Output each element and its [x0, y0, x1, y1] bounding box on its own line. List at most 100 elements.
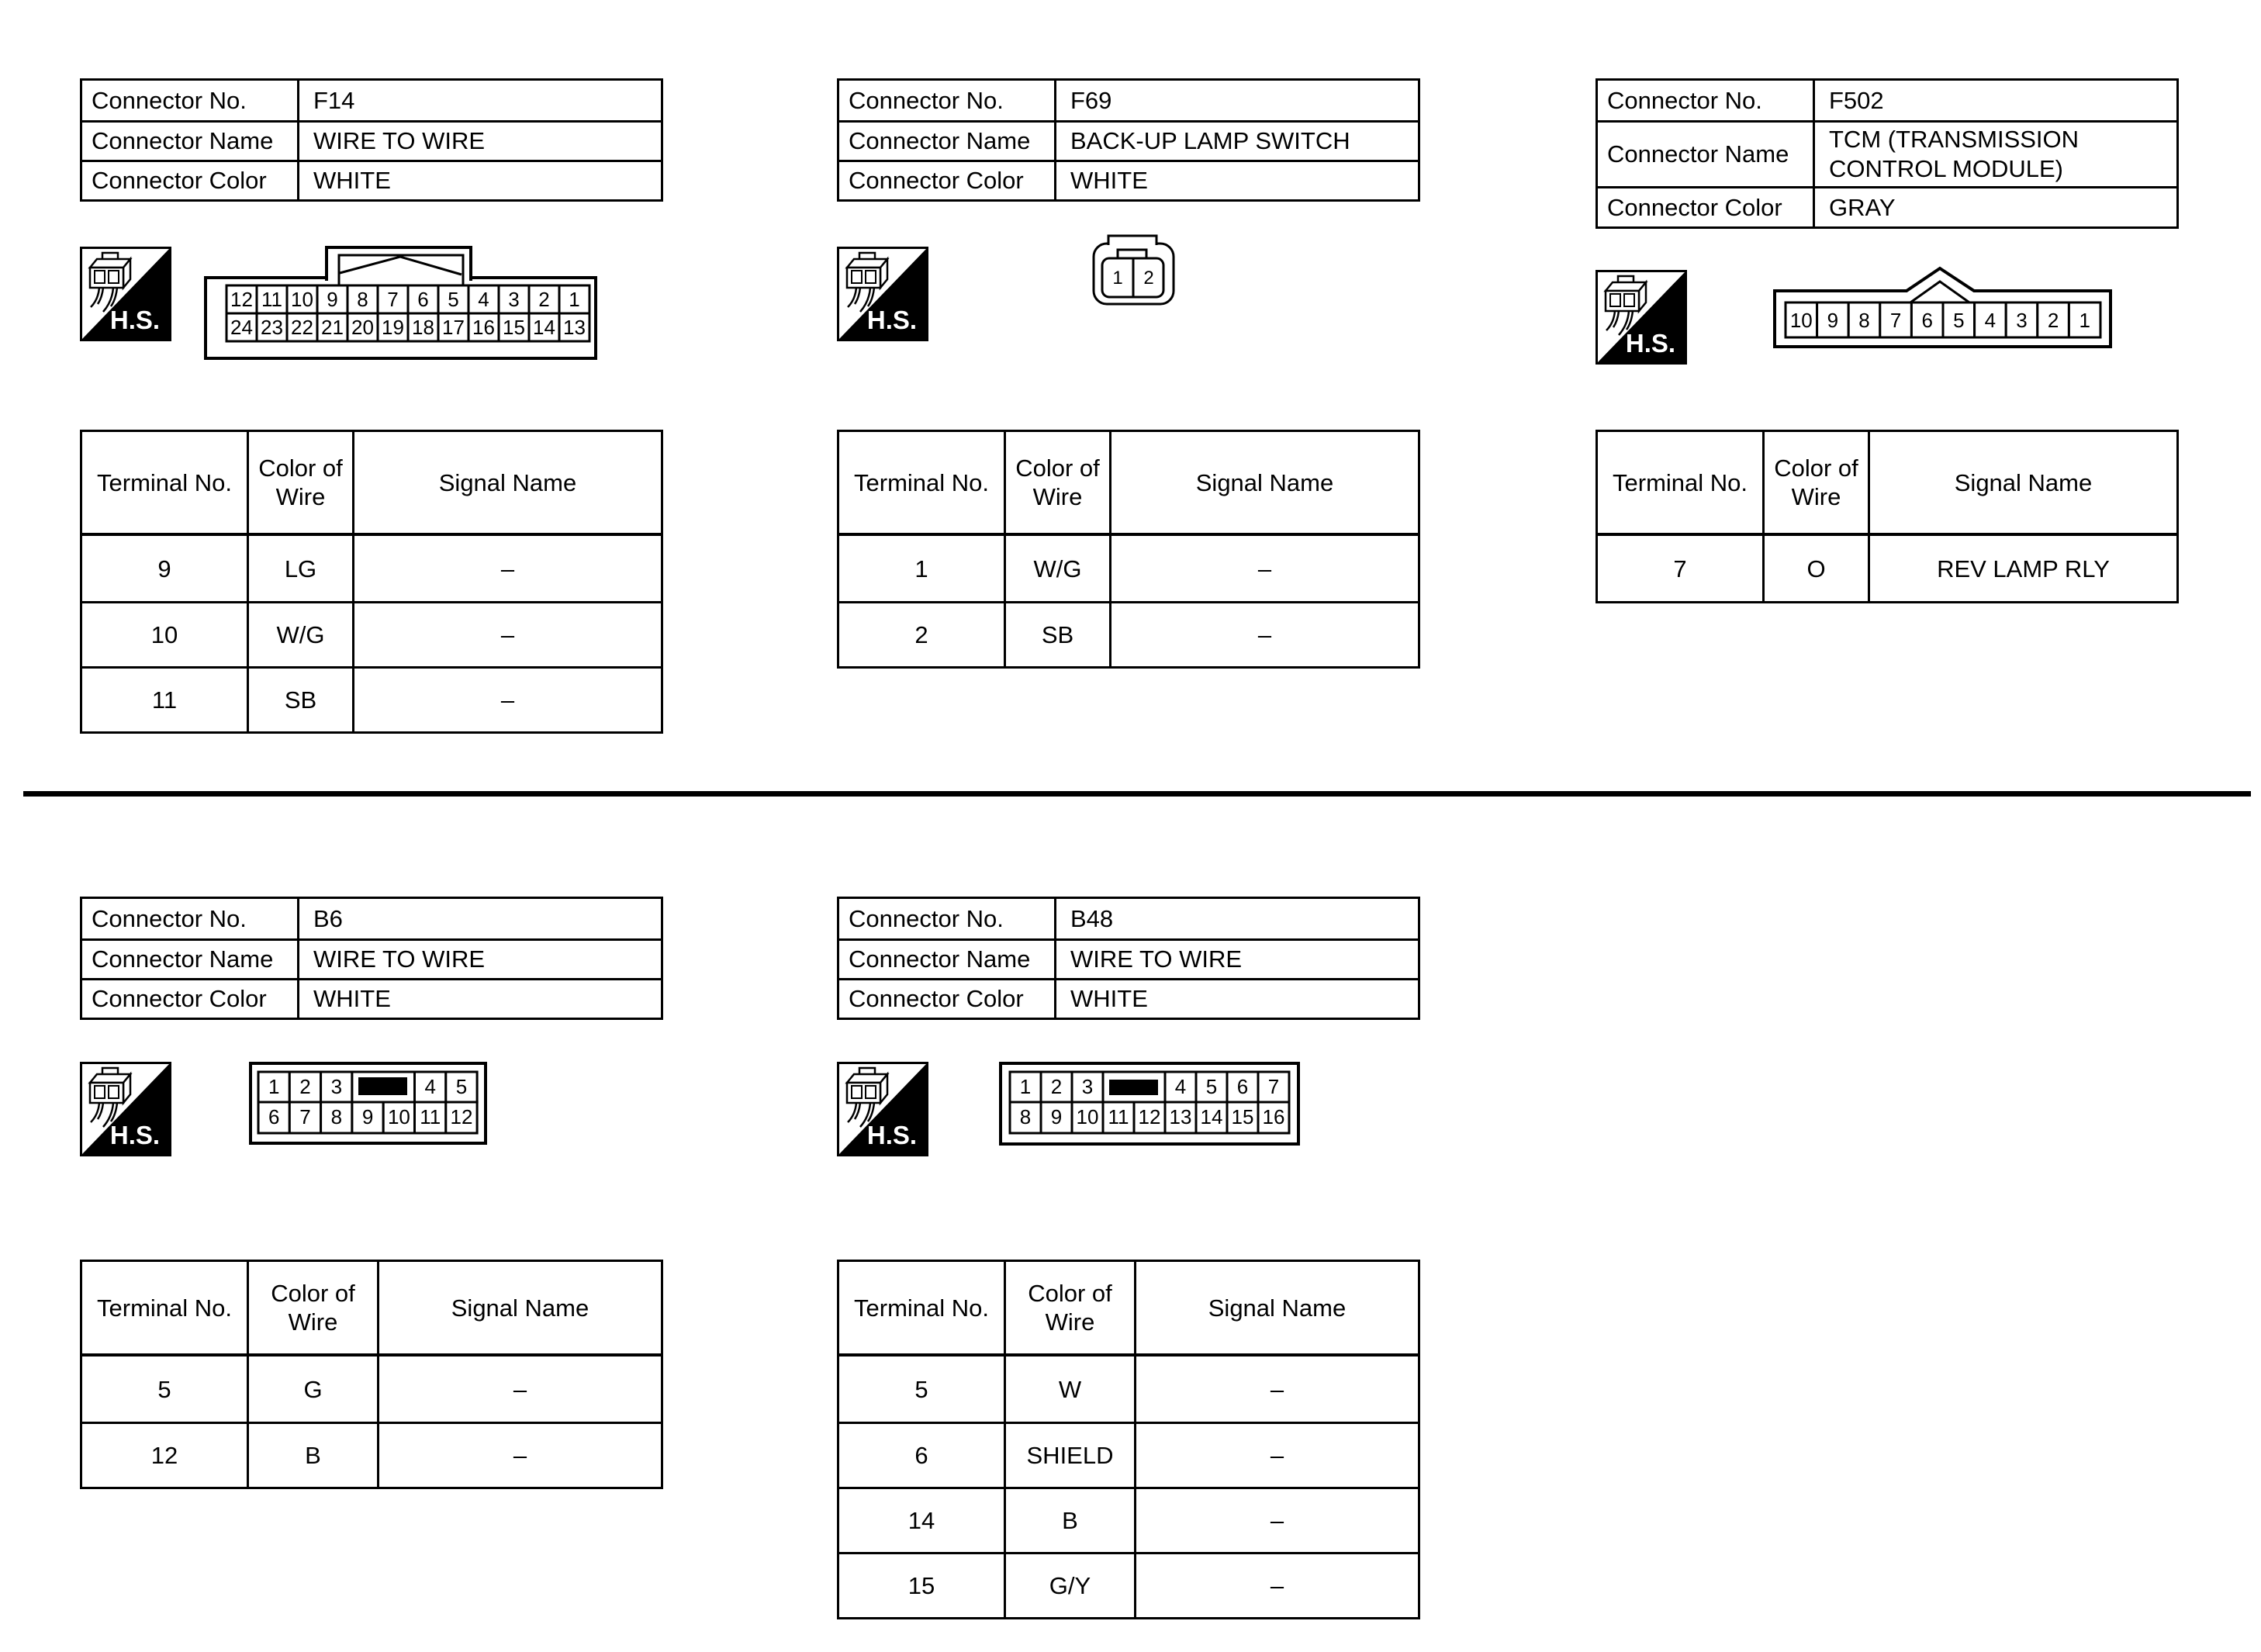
- pin-number: 2: [1143, 268, 1153, 289]
- connector-tab-inner: [337, 254, 465, 287]
- pin-number: 6: [417, 288, 428, 311]
- wire-color: SHIELD: [1006, 1424, 1136, 1487]
- keyway-block: [358, 1077, 407, 1095]
- connector-name-label: Connector Name: [839, 123, 1056, 160]
- signal-name-header: Signal Name: [1208, 1294, 1347, 1322]
- pin-number: 8: [331, 1105, 342, 1128]
- pin-number: 11: [1108, 1105, 1129, 1128]
- connector-color-value: WHITE: [313, 985, 391, 1012]
- hs-label: H.S.: [867, 1121, 917, 1149]
- wire-color: SB: [1006, 603, 1111, 666]
- pin-number: 6: [1237, 1075, 1248, 1098]
- signal-name: –: [1257, 621, 1272, 648]
- f69-connector-diagram: 1 2: [1092, 234, 1175, 306]
- f502-info-table: Connector No. F502 Connector Name TCM (T…: [1595, 78, 2179, 229]
- connector-name-label: Connector Name: [839, 941, 1056, 978]
- f14-info-table: Connector No. F14 Connector Name WIRE TO…: [80, 78, 663, 202]
- b48-info-table: Connector No. B48 Connector Name WIRE TO…: [837, 897, 1420, 1020]
- connector-name-value: WIRE TO WIRE: [313, 127, 486, 154]
- pin-number: 13: [1170, 1105, 1192, 1128]
- signal-name: –: [500, 686, 515, 714]
- terminal-no-header: Terminal No.: [839, 432, 1006, 533]
- terminal-row: 12 B –: [82, 1422, 661, 1487]
- pin-number: 6: [268, 1105, 279, 1128]
- pin-number: 9: [1051, 1105, 1062, 1128]
- signal-name: –: [1270, 1572, 1284, 1599]
- info-row: Connector Color WHITE: [82, 978, 661, 1018]
- pin-number: 4: [1985, 309, 1996, 332]
- connector-color-label: Connector Color: [82, 980, 299, 1018]
- pin-number: 8: [1858, 309, 1869, 332]
- pin-number: 15: [503, 316, 525, 339]
- pin-number: 9: [327, 288, 337, 311]
- terminal-row: 5 G –: [82, 1357, 661, 1422]
- info-row: Connector Color WHITE: [839, 160, 1418, 199]
- signal-name: –: [1270, 1375, 1284, 1403]
- connector-no-value: B48: [1070, 904, 1114, 932]
- hs-mark-icon: H.S.: [837, 247, 928, 341]
- connector-color-label: Connector Color: [839, 162, 1056, 199]
- connector-color-value: WHITE: [1070, 985, 1148, 1012]
- terminal-row: 15 G/Y –: [839, 1552, 1418, 1617]
- terminal-row: 10 W/G –: [82, 601, 661, 666]
- b6-connector-diagram: 1 2 3 4 5 6 7 8 9 10 11 12: [249, 1062, 487, 1145]
- b48-connector-diagram: 1 2 3 4 5 6 7 8 9 10 11 12 13 14 15 16: [999, 1062, 1300, 1146]
- wire-color: G: [249, 1357, 379, 1422]
- hs-mark-icon: H.S.: [1595, 270, 1687, 365]
- pin-number: 12: [451, 1105, 473, 1128]
- pin-number: 3: [1082, 1075, 1093, 1098]
- wire-color: O: [1765, 536, 1870, 601]
- color-of-wire-header: Color of Wire: [249, 432, 354, 533]
- connector-name-value: WIRE TO WIRE: [1070, 945, 1243, 973]
- connector-glyph-icon: [845, 1066, 890, 1128]
- terminal-no: 10: [82, 603, 249, 666]
- info-row: Connector No. F502: [1598, 81, 2176, 120]
- terminal-row: 1 W/G –: [839, 536, 1418, 601]
- pin-row-top: 12 11 10 9 8 7 6 5 4 3 2 1: [225, 284, 591, 315]
- keyway-block: [1109, 1080, 1158, 1095]
- pin-number: 11: [261, 288, 282, 311]
- pin-number: 3: [331, 1075, 342, 1098]
- info-row: Connector Color GRAY: [1598, 186, 2176, 226]
- pin-number: 2: [538, 288, 549, 311]
- signal-name: –: [513, 1375, 527, 1403]
- info-row: Connector No. B48: [839, 899, 1418, 938]
- connector-no-label: Connector No.: [82, 899, 299, 938]
- connector-name-value: TCM (TRANSMISSION CONTROL MODULE): [1815, 123, 2176, 186]
- pin-row-bottom: 6 7 8 9 10 11 12: [257, 1101, 479, 1135]
- pin-number: 10: [291, 288, 313, 311]
- connector-name-text: TCM (TRANSMISSION CONTROL MODULE): [1829, 126, 2079, 182]
- signal-name-header: Signal Name: [438, 468, 577, 496]
- pin-number: 17: [442, 316, 465, 339]
- terminal-no: 6: [839, 1424, 1006, 1487]
- pin-number: 20: [351, 316, 374, 339]
- pin-number: 24: [230, 316, 253, 339]
- pin-number: 16: [1263, 1105, 1285, 1128]
- pin-number: 1: [268, 1075, 279, 1098]
- pin-number: 8: [1020, 1105, 1031, 1128]
- wire-color: W: [1006, 1357, 1136, 1422]
- hs-label: H.S.: [110, 306, 160, 334]
- terminal-no: 14: [839, 1489, 1006, 1552]
- pin-number: 5: [456, 1075, 467, 1098]
- wire-color: LG: [249, 536, 354, 601]
- pin-number: 2: [2048, 309, 2059, 332]
- connector-color-label: Connector Color: [82, 162, 299, 199]
- terminal-no: 11: [82, 669, 249, 731]
- pin-number: 13: [563, 316, 586, 339]
- info-row: Connector Color WHITE: [839, 978, 1418, 1018]
- connector-no-label: Connector No.: [839, 899, 1056, 938]
- pin-number: 21: [321, 316, 344, 339]
- info-row: Connector No. F14: [82, 81, 661, 120]
- wire-color: G/Y: [1006, 1554, 1136, 1617]
- signal-name: –: [1257, 555, 1272, 582]
- terminal-table-header: Terminal No. Color of Wire Signal Name: [839, 432, 1418, 536]
- wire-color: SB: [249, 669, 354, 731]
- latch-lines: [1910, 280, 1970, 304]
- connector-name-value: WIRE TO WIRE: [313, 945, 486, 973]
- color-of-wire-header: Color of Wire: [1765, 432, 1870, 533]
- connector-name-label: Connector Name: [1598, 123, 1815, 186]
- signal-name: –: [500, 555, 515, 582]
- terminal-no-header: Terminal No.: [1598, 432, 1765, 533]
- f502-connector-diagram: 10 9 8 7 6 5 4 3 2 1: [1773, 266, 2112, 348]
